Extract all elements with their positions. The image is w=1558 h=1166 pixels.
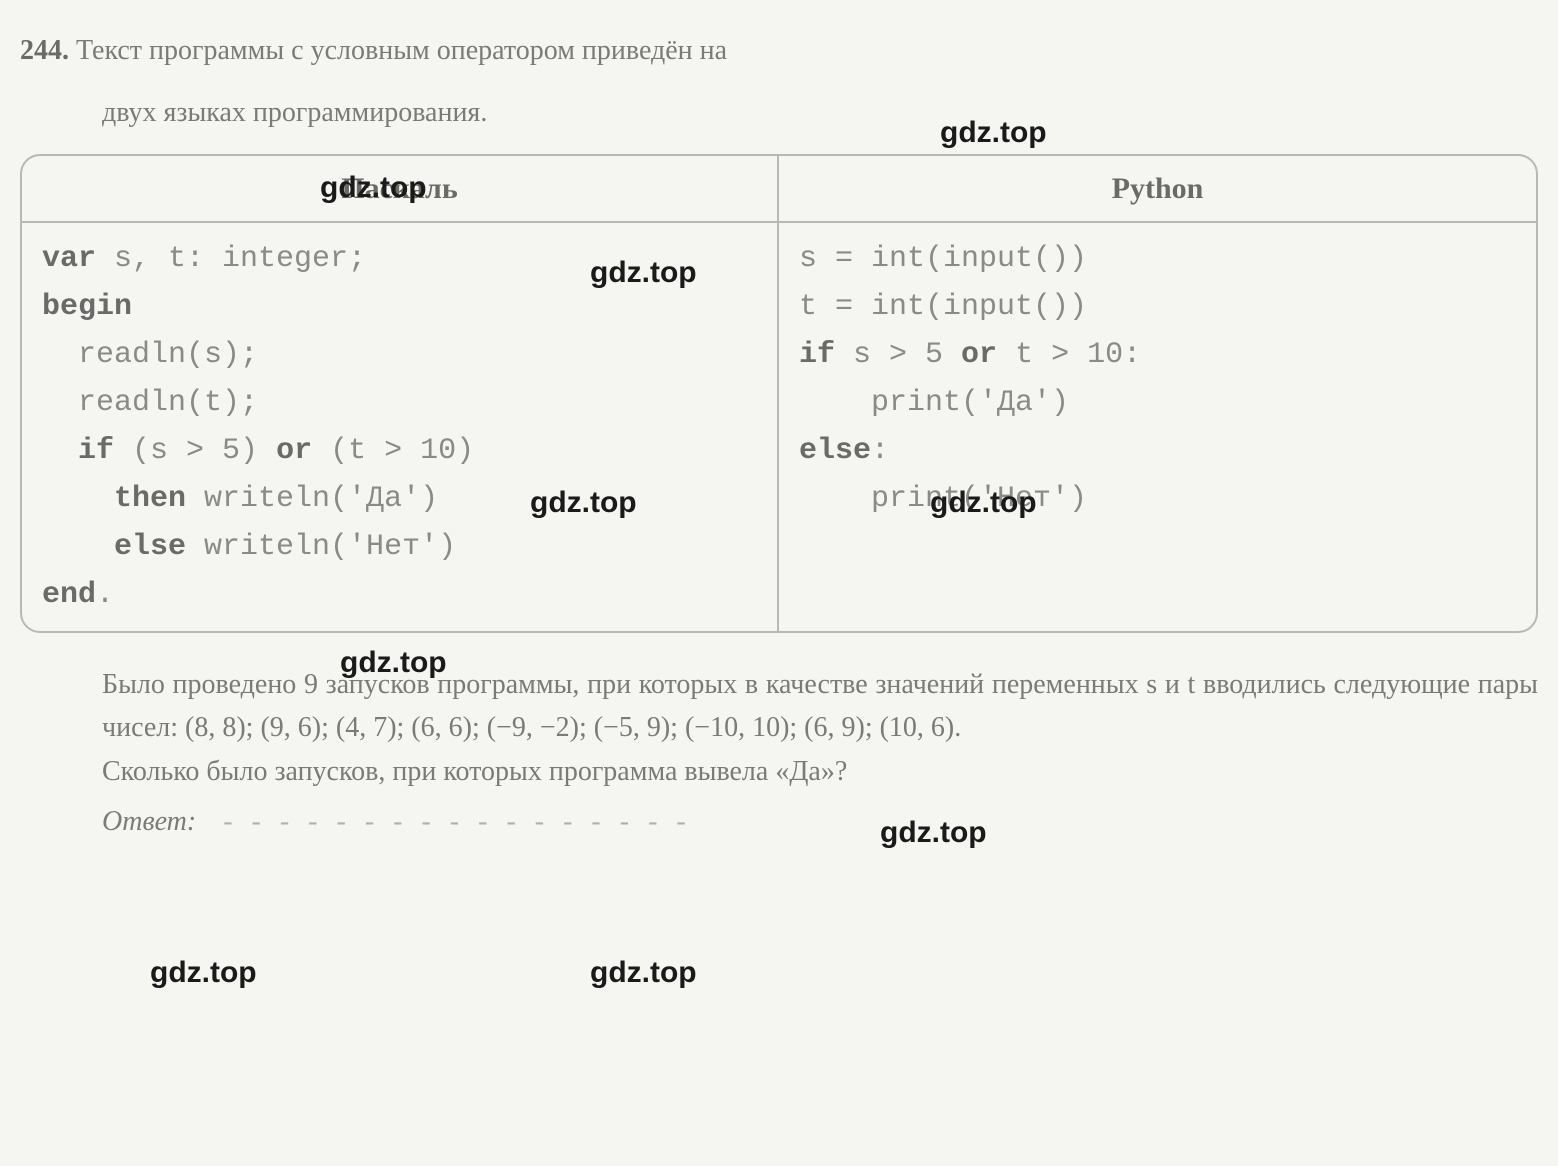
body-paragraph-1: Было проведено 9 запусков программы, при… xyxy=(20,663,1538,750)
answer-label: Ответ: xyxy=(102,801,196,843)
pascal-code: var s, t: integer; begin readln(s); read… xyxy=(42,235,757,619)
problem-number: 244. xyxy=(20,35,69,66)
problem-header: 244. Текст программы с условным оператор… xyxy=(20,30,1538,72)
pascal-code-cell: var s, t: integer; begin readln(s); read… xyxy=(22,223,779,631)
body-paragraph-2: Сколько было запусков, при которых прогр… xyxy=(20,750,1538,793)
python-code-cell: s = int(input()) t = int(input()) if s >… xyxy=(779,223,1536,631)
answer-blank-line: - - - - - - - - - - - - - - - - - xyxy=(223,801,692,843)
page-container: gdz.top gdz.top gdz.top gdz.top gdz.top … xyxy=(20,30,1538,843)
code-table: Паскаль Python var s, t: integer; begin … xyxy=(20,154,1538,633)
table-header-pascal: Паскаль xyxy=(22,156,779,223)
watermark: gdz.top xyxy=(150,950,257,995)
problem-text-line1: Текст программы с условным оператором пр… xyxy=(76,35,727,66)
watermark: gdz.top xyxy=(590,950,697,995)
problem-text-line2: двух языках программирования. xyxy=(20,92,1538,134)
python-code: s = int(input()) t = int(input()) if s >… xyxy=(799,235,1516,523)
table-header-python: Python xyxy=(779,156,1536,223)
answer-row: Ответ: - - - - - - - - - - - - - - - - - xyxy=(20,801,1538,843)
